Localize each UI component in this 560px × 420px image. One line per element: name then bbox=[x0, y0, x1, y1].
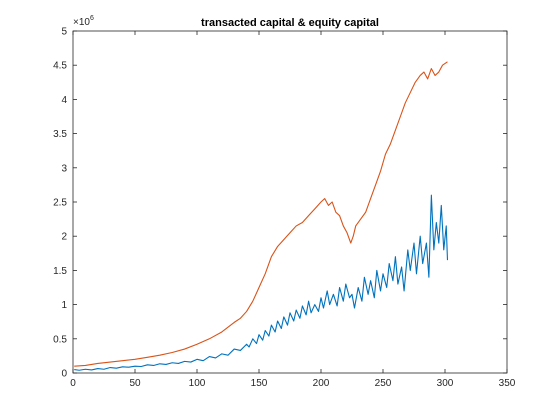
y-tick-label: 4 bbox=[61, 95, 67, 106]
y-exponent-base: ×10 bbox=[73, 17, 90, 28]
y-tick-label: 5 bbox=[61, 27, 67, 38]
x-tick-label: 100 bbox=[189, 378, 206, 389]
y-axis: 0 0.5 1 1.5 2 2.5 3 3.5 4 4.5 5 bbox=[53, 27, 507, 380]
series-line-1 bbox=[74, 194, 449, 371]
series-line-2 bbox=[74, 61, 448, 367]
y-tick-label: 2 bbox=[61, 232, 67, 243]
x-axis: 0 50 100 150 200 250 300 350 bbox=[70, 31, 516, 389]
y-tick-label: 3.5 bbox=[53, 129, 67, 140]
x-tick-label: 200 bbox=[313, 378, 330, 389]
y-tick-label: 1 bbox=[61, 300, 67, 311]
chart-title: transacted capital & equity capital bbox=[201, 17, 379, 29]
x-tick-label: 250 bbox=[375, 378, 392, 389]
x-tick-label: 300 bbox=[437, 378, 454, 389]
y-tick-label: 4.5 bbox=[53, 61, 67, 72]
y-tick-label: 3 bbox=[61, 163, 67, 174]
y-tick-label: 1.5 bbox=[53, 266, 67, 277]
x-tick-label: 350 bbox=[499, 378, 516, 389]
x-tick-label: 50 bbox=[129, 378, 141, 389]
y-tick-label: 0.5 bbox=[53, 334, 67, 345]
series-layer bbox=[74, 61, 449, 371]
y-tick-label: 2.5 bbox=[53, 198, 67, 209]
y-tick-label: 0 bbox=[61, 369, 67, 380]
plot-area bbox=[73, 31, 507, 373]
y-exponent-power: 6 bbox=[90, 15, 94, 22]
x-tick-label: 150 bbox=[251, 378, 268, 389]
x-tick-label: 0 bbox=[70, 378, 76, 389]
y-exponent-label: ×106 bbox=[73, 15, 94, 28]
